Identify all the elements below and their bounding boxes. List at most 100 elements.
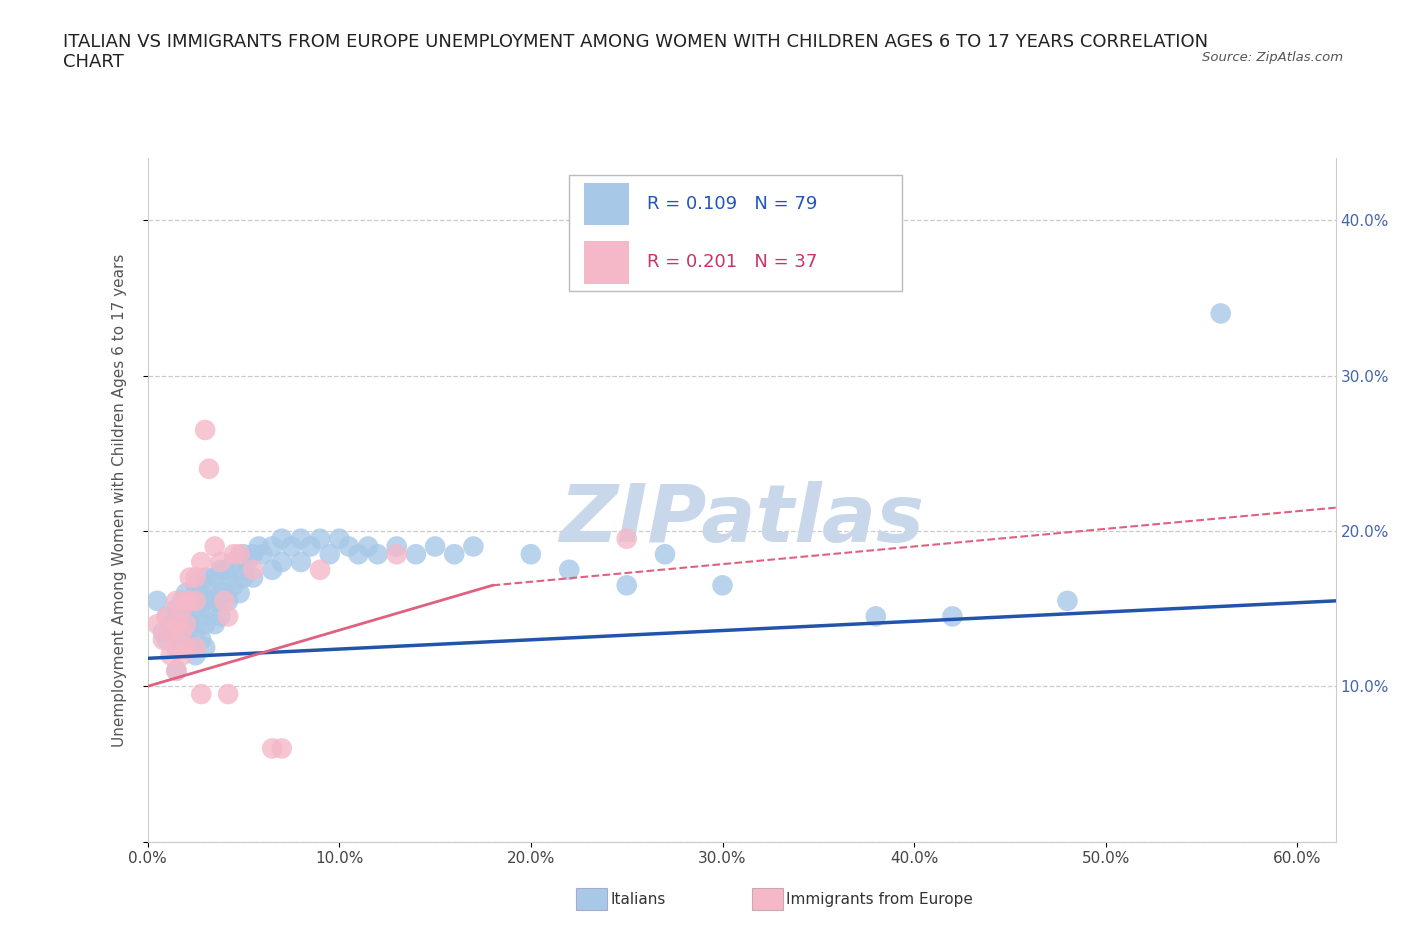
Point	[328, 531, 350, 546]
Text: R = 0.201   N = 37: R = 0.201 N = 37	[647, 253, 817, 272]
Point	[179, 593, 201, 608]
Point	[214, 563, 236, 578]
Point	[159, 648, 181, 663]
Point	[204, 539, 226, 554]
Point	[184, 578, 207, 592]
Point	[337, 539, 360, 554]
Point	[1056, 593, 1078, 608]
Point	[228, 586, 250, 601]
Point	[184, 648, 207, 663]
Point	[194, 640, 217, 655]
Point	[209, 554, 232, 569]
Point	[165, 640, 187, 655]
Point	[190, 609, 212, 624]
Point	[172, 601, 194, 616]
Point	[165, 663, 187, 678]
Point	[865, 609, 887, 624]
Point	[184, 570, 207, 585]
Point	[299, 539, 322, 554]
Point	[174, 632, 197, 647]
Point	[247, 539, 270, 554]
Point	[156, 609, 179, 624]
Point	[217, 609, 239, 624]
Point	[236, 554, 259, 569]
Point	[228, 563, 250, 578]
Point	[222, 554, 245, 569]
Point	[209, 563, 232, 578]
Text: Source: ZipAtlas.com: Source: ZipAtlas.com	[1202, 51, 1343, 64]
Point	[222, 547, 245, 562]
Point	[204, 617, 226, 631]
Point	[280, 539, 302, 554]
Point	[347, 547, 370, 562]
Point	[172, 593, 194, 608]
Point	[357, 539, 380, 554]
Point	[318, 547, 340, 562]
Point	[179, 570, 201, 585]
Point	[165, 663, 187, 678]
Point	[198, 601, 221, 616]
Point	[558, 563, 581, 578]
Point	[190, 632, 212, 647]
Point	[190, 554, 212, 569]
Point	[209, 586, 232, 601]
Point	[146, 593, 169, 608]
Point	[194, 570, 217, 585]
Point	[405, 547, 427, 562]
Point	[232, 570, 254, 585]
Point	[165, 617, 187, 631]
Point	[217, 686, 239, 701]
FancyBboxPatch shape	[583, 241, 628, 284]
Point	[214, 593, 236, 608]
Point	[217, 593, 239, 608]
Point	[262, 741, 284, 756]
Point	[174, 593, 197, 608]
Point	[941, 609, 963, 624]
Point	[179, 593, 201, 608]
Point	[616, 578, 638, 592]
Point	[711, 578, 734, 592]
Point	[194, 617, 217, 631]
FancyBboxPatch shape	[583, 183, 628, 225]
Point	[443, 547, 465, 562]
Point	[159, 624, 181, 639]
Point	[654, 547, 676, 562]
Point	[179, 617, 201, 631]
Point	[270, 554, 292, 569]
Point	[156, 609, 179, 624]
Point	[165, 593, 187, 608]
Point	[209, 609, 232, 624]
Point	[152, 632, 174, 647]
Text: Italians: Italians	[610, 892, 665, 907]
Point	[1209, 306, 1232, 321]
Point	[184, 601, 207, 616]
Point	[270, 531, 292, 546]
Point	[194, 593, 217, 608]
Point	[252, 547, 274, 562]
FancyBboxPatch shape	[569, 175, 903, 291]
Text: Immigrants from Europe: Immigrants from Europe	[786, 892, 973, 907]
Point	[463, 539, 485, 554]
Point	[172, 624, 194, 639]
Point	[184, 593, 207, 608]
Point	[423, 539, 446, 554]
Point	[172, 648, 194, 663]
Point	[174, 640, 197, 655]
Point	[184, 640, 207, 655]
Text: R = 0.109   N = 79: R = 0.109 N = 79	[647, 195, 817, 213]
Point	[152, 624, 174, 639]
Y-axis label: Unemployment Among Women with Children Ages 6 to 17 years: Unemployment Among Women with Children A…	[112, 253, 127, 747]
Point	[290, 531, 312, 546]
Point	[367, 547, 389, 562]
Point	[172, 617, 194, 631]
Point	[262, 539, 284, 554]
Point	[290, 554, 312, 569]
Point	[165, 601, 187, 616]
Point	[174, 617, 197, 631]
Point	[198, 461, 221, 476]
Point	[194, 422, 217, 437]
Point	[174, 586, 197, 601]
Point	[198, 578, 221, 592]
Point	[242, 570, 264, 585]
Point	[190, 686, 212, 701]
